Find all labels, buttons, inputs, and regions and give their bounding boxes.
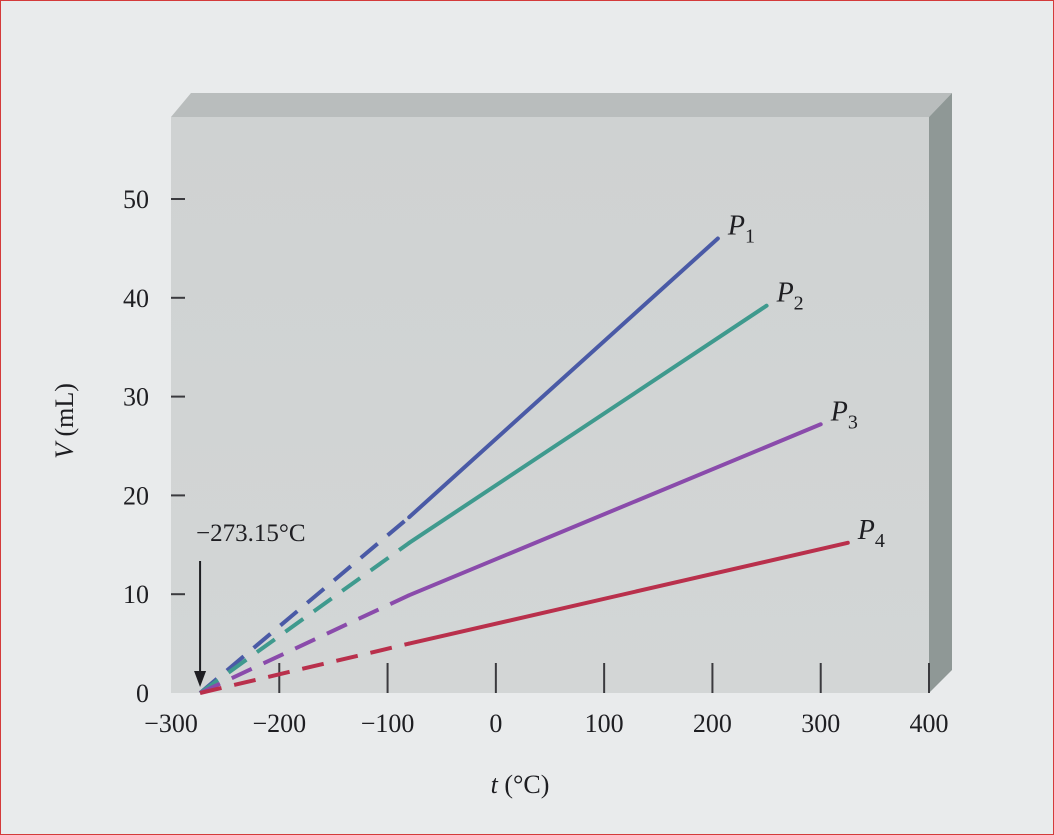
panel-side-face [929,93,952,693]
x-tick-label: 400 [910,709,949,738]
y-tick-label: 30 [123,383,149,412]
series-label: P2 [776,278,804,315]
series-label: P1 [727,211,755,248]
series-extrapolated-line [198,515,411,695]
y-tick-label: 50 [123,185,149,214]
series-label: P3 [830,396,858,433]
series-extrapolated-line [198,541,411,695]
panel-front-face [171,117,929,693]
series-extrapolated-line [199,593,411,695]
y-tick-label: 20 [123,481,149,510]
x-axis-label: t (°C) [491,770,550,799]
labels-layer: P1 P2 P3 P4 −273.15°C t (°C) V (mL) [50,211,885,799]
series-line [407,236,720,520]
series-layer [198,236,850,695]
x-tick-label: −200 [252,709,306,738]
series-label: P4 [857,515,885,552]
y-tick-label: 40 [123,284,149,313]
x-tick-label: 100 [585,709,624,738]
annotation-arrow-head [194,671,207,687]
x-tick-label: −300 [144,709,198,738]
series-line [407,303,769,545]
series-line [407,540,850,646]
y-axis-label: V (mL) [50,383,79,459]
series-line [407,422,823,598]
annotation-label: −273.15°C [196,520,306,547]
y-tick-label: 10 [123,580,149,609]
series-extrapolated-line [199,641,410,695]
panel-top-face [171,93,952,117]
x-tick-label: 200 [693,709,732,738]
x-tick-label: 300 [801,709,840,738]
y-tick-label: 0 [136,679,149,708]
x-tick-label: −100 [361,709,415,738]
x-tick-label: 0 [489,709,502,738]
axes: −300 −200 −100 0 100 200 300 400 0 10 20 30 40 50 [123,185,949,738]
